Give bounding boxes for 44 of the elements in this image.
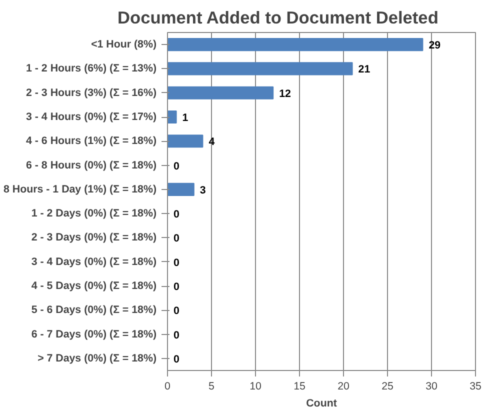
y-tick-label: 6 - 8 Hours (0%) (Σ = 18%) (26, 159, 157, 172)
data-label: 1 (182, 112, 188, 124)
data-label: 0 (174, 329, 180, 342)
y-tick-label: > 7 Days (0%) (Σ = 18%) (38, 352, 157, 364)
data-label: 0 (174, 305, 180, 318)
bar (168, 134, 204, 148)
data-label: 0 (174, 160, 180, 172)
data-label: 0 (174, 353, 180, 366)
x-tick-label: 35 (470, 380, 482, 392)
y-tick-label: 2 - 3 Days (0%) (Σ = 18%) (31, 232, 157, 244)
data-label: 0 (174, 281, 180, 293)
y-tick-label: 1 - 2 Hours (6%) (Σ = 13%) (26, 62, 157, 75)
y-tick-label: 5 - 6 Days (0%) (Σ = 18%) (31, 304, 157, 316)
bar (168, 38, 424, 52)
y-tick-label: <1 Hour (8%) (91, 38, 157, 51)
data-label: 4 (208, 136, 215, 148)
data-label: 3 (200, 184, 206, 196)
chart-title: Document Added to Document Deleted (118, 8, 438, 28)
bar (168, 110, 177, 124)
y-tick-label: 2 - 3 Hours (3%) (Σ = 16%) (26, 86, 157, 99)
y-tick-label: 3 - 4 Days (0%) (Σ = 18%) (31, 256, 157, 268)
y-tick-label: 4 - 5 Days (0%) (Σ = 18%) (31, 280, 157, 292)
y-tick-label: 4 - 6 Hours (1%) (Σ = 18%) (26, 135, 157, 148)
x-tick-label: 15 (294, 380, 306, 392)
y-tick-label: 6 - 7 Days (0%) (Σ = 18%) (31, 328, 157, 340)
y-tick-label: 3 - 4 Hours (0%) (Σ = 17%) (26, 111, 157, 123)
x-tick-label: 10 (250, 380, 262, 392)
x-axis-title: Count (306, 398, 338, 410)
data-label: 21 (358, 64, 370, 76)
y-tick-label: 1 - 2 Days (0%) (Σ = 18%) (31, 208, 157, 220)
bar (168, 62, 353, 76)
data-label: 29 (428, 40, 441, 52)
bar (168, 86, 274, 100)
x-tick-label: 5 (208, 380, 215, 392)
data-label: 0 (174, 208, 180, 221)
x-tick-label: 25 (382, 380, 394, 392)
data-label: 12 (279, 88, 292, 100)
y-tick-label: 8 Hours - 1 Day (1%) (Σ = 18%) (4, 183, 157, 196)
data-label: 0 (174, 256, 180, 269)
x-tick-label: 0 (164, 380, 171, 392)
data-label: 0 (174, 232, 180, 245)
x-tick-label: 20 (338, 380, 350, 392)
x-tick-label: 30 (426, 380, 438, 392)
bar (168, 182, 194, 196)
